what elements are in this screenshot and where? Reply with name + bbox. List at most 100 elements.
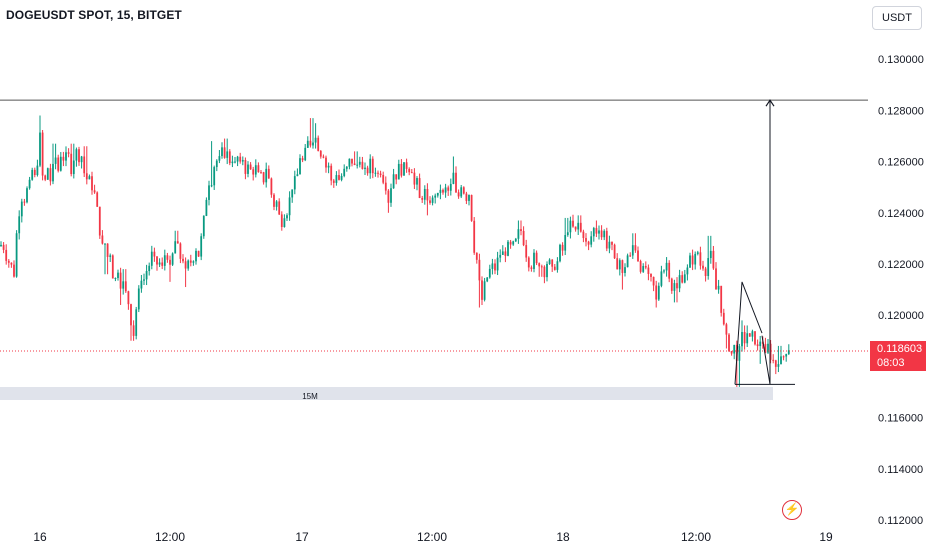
candle-body [377,172,379,174]
triangle-pattern[interactable] [734,281,763,385]
price-axis-label: 0.122000 [878,259,924,271]
candle-body [358,161,361,165]
candle-body [702,265,704,269]
currency-button[interactable]: USDT [872,6,922,30]
candle-body [733,344,736,354]
candle-body [366,167,369,174]
price-axis-label: 0.128000 [878,105,924,117]
candle-body [468,195,470,201]
candle-body [338,175,340,180]
candle-body [546,264,548,278]
candle-body [725,324,728,335]
candle-body [551,259,554,267]
candle-body [270,178,273,195]
candle-body [330,165,333,181]
candle-body [522,230,525,246]
candle-body [592,228,595,237]
lightning-icon[interactable]: ⚡ [782,500,802,520]
target-projection[interactable] [761,100,771,385]
candle-body [639,261,642,272]
candle-body [280,214,283,228]
candle-body [132,325,135,336]
candle-body [410,172,413,174]
candle-body [140,280,143,289]
candle-body [13,264,15,277]
candle-body [10,262,13,265]
candle-body [15,233,18,277]
candle-body [322,156,325,158]
candle-body [371,158,374,174]
candle-body [176,241,179,244]
candle-body [431,197,434,203]
candle-body [408,168,411,173]
candle-body [460,187,463,197]
candle-body [436,192,439,196]
candle-body [556,261,559,270]
candle-body [530,267,533,269]
candle-body [494,263,496,271]
candle-body [598,230,600,234]
candle-body [18,216,21,234]
candle-body [517,229,520,239]
candle-body [707,258,710,276]
candle-body [470,195,473,221]
time-axis-label: 16 [33,530,47,544]
candle-body [634,245,637,251]
candle-body [192,261,195,263]
candle-body [660,271,663,286]
candle-body [174,241,177,254]
candle-body [226,151,229,158]
candle-body [439,189,442,193]
candle-body [283,218,286,228]
candle-body [538,263,541,267]
time-axis-label: 18 [556,530,570,544]
candle-body [304,147,307,161]
candle-body [39,132,41,166]
candle-body [452,172,455,184]
candle-body [423,188,426,200]
candle-body [520,229,522,231]
candle-body [483,281,486,300]
candle-body [787,350,790,355]
candle-body [122,281,125,289]
candle-body [382,174,385,183]
candle-body [7,260,10,263]
candle-body [637,250,639,262]
candle-body [296,174,299,177]
candle-body [23,201,26,203]
candle-body [533,252,535,269]
candle-body [353,163,356,165]
candle-body [715,268,717,290]
candle-body [572,220,574,227]
candle-body [780,356,782,365]
candle-body [301,158,304,161]
candle-body [611,241,613,245]
candle-body [699,252,702,266]
candle-body [691,255,694,265]
candle-body [681,275,684,283]
candle-body [673,283,676,291]
candle-body [447,187,450,191]
candle-body [777,364,780,367]
candle-body [111,255,114,279]
candle-body [717,285,720,290]
candle-body [678,275,681,289]
candle-body [124,281,127,292]
candle-body [689,255,691,268]
candle-body [145,271,148,280]
candle-body [426,188,429,201]
candle-body [332,180,335,183]
candle-body [96,192,99,207]
candle-body [130,304,132,326]
candle-body [228,151,231,164]
candle-body [80,156,83,163]
candle-body [241,160,244,162]
candle-body [694,253,697,265]
candle-body [686,267,689,275]
candle-body [561,244,564,251]
candle-body [356,164,359,166]
candle-body [286,215,288,219]
price-axis-label: 0.112000 [878,515,923,527]
candle-body [663,270,665,272]
